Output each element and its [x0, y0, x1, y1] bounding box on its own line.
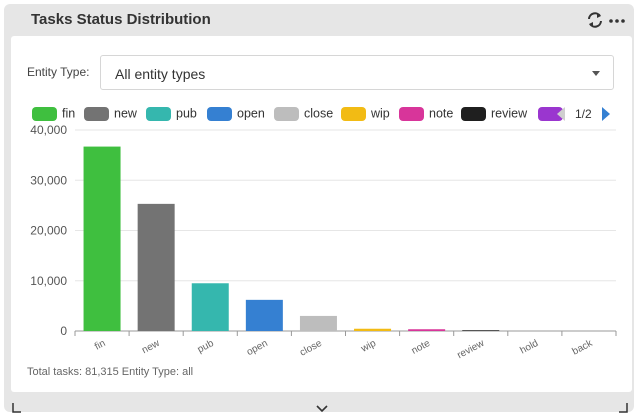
x-tick-label: pub — [196, 338, 216, 356]
x-tick-label: new — [140, 338, 162, 357]
widget-title: Tasks Status Distribution — [31, 11, 211, 28]
legend-item-fin[interactable]: fin — [32, 106, 75, 122]
legend-prev-icon[interactable] — [555, 106, 567, 127]
refresh-icon[interactable] — [585, 10, 605, 30]
legend-swatch — [538, 106, 563, 121]
legend-swatch — [341, 106, 366, 121]
widget-bottom-bar — [4, 396, 634, 413]
entity-type-value: All entity types — [115, 66, 206, 82]
bar-review — [462, 330, 500, 331]
legend-swatch — [399, 106, 424, 121]
x-tick-label: review — [455, 338, 486, 362]
bar-new — [137, 203, 175, 331]
legend-page-indicator: 1/2 — [575, 107, 592, 121]
x-tick-label: hold — [518, 338, 540, 357]
widget-header: Tasks Status Distribution — [4, 4, 634, 34]
bar-pub — [191, 283, 229, 331]
y-tick-label: 10,000 — [30, 274, 67, 288]
legend-label: note — [429, 106, 454, 121]
legend-swatch — [146, 106, 171, 121]
y-tick-label: 40,000 — [30, 124, 67, 137]
caret-down-icon — [592, 71, 600, 76]
legend-swatch — [84, 106, 109, 121]
legend-item-note[interactable]: note — [399, 106, 453, 122]
x-tick-label: wip — [359, 338, 379, 355]
x-tick-label: close — [298, 338, 324, 359]
legend-swatch — [461, 106, 486, 121]
chart-footer: Total tasks: 81,315 Entity Type: all — [27, 366, 194, 378]
x-tick-label: open — [245, 338, 270, 358]
widget-body: Entity Type: All entity types review note… — [11, 36, 632, 392]
entity-type-select[interactable]: All entity types — [100, 55, 614, 90]
y-tick-label: 20,000 — [30, 224, 67, 238]
more-horizontal-icon[interactable] — [607, 10, 627, 30]
legend-item-wip[interactable]: wip — [341, 106, 390, 122]
legend-swatch — [32, 106, 57, 121]
legend-label: new — [114, 106, 137, 121]
legend-label: review — [491, 106, 528, 121]
legend-next-icon[interactable] — [600, 106, 612, 127]
bar-close — [299, 315, 337, 331]
bar-fin — [83, 146, 121, 331]
legend-item-close[interactable]: close — [274, 106, 333, 122]
legend-item-open[interactable]: open — [207, 106, 265, 122]
status-bar-chart: 0 10,000 20,000 30,000 40,000 fin new pub open cl… — [30, 124, 617, 362]
legend-item-review[interactable]: review — [461, 106, 527, 122]
legend-label: fin — [62, 106, 76, 121]
tasks-status-widget: Tasks Status Distribution Entity Type: A… — [4, 4, 634, 413]
x-tick-label: back — [571, 337, 596, 357]
legend-item-more[interactable] — [538, 106, 568, 122]
legend-label: close — [304, 106, 334, 121]
x-tick-label: fin — [93, 338, 107, 353]
resize-corner-icon[interactable] — [12, 400, 22, 418]
legend-label: wip — [371, 106, 390, 121]
resize-corner-icon[interactable] — [618, 400, 628, 418]
legend-label: open — [237, 106, 265, 121]
bar-note — [408, 329, 446, 331]
legend-swatch — [207, 106, 232, 121]
bar-open — [245, 299, 283, 331]
entity-type-label: Entity Type: — [27, 65, 90, 79]
y-tick-label: 0 — [60, 324, 67, 338]
legend-swatch — [274, 106, 299, 121]
chevron-down-icon[interactable] — [316, 401, 328, 419]
y-tick-label: 30,000 — [30, 173, 67, 187]
chart-legend: review note wip close open pub new fin 1/2 — [11, 96, 632, 130]
legend-item-new[interactable]: new — [84, 106, 137, 122]
bar-wip — [354, 328, 392, 331]
x-tick-label: note — [410, 338, 433, 357]
legend-label: pub — [176, 106, 197, 121]
legend-item-pub[interactable]: pub — [146, 106, 197, 122]
